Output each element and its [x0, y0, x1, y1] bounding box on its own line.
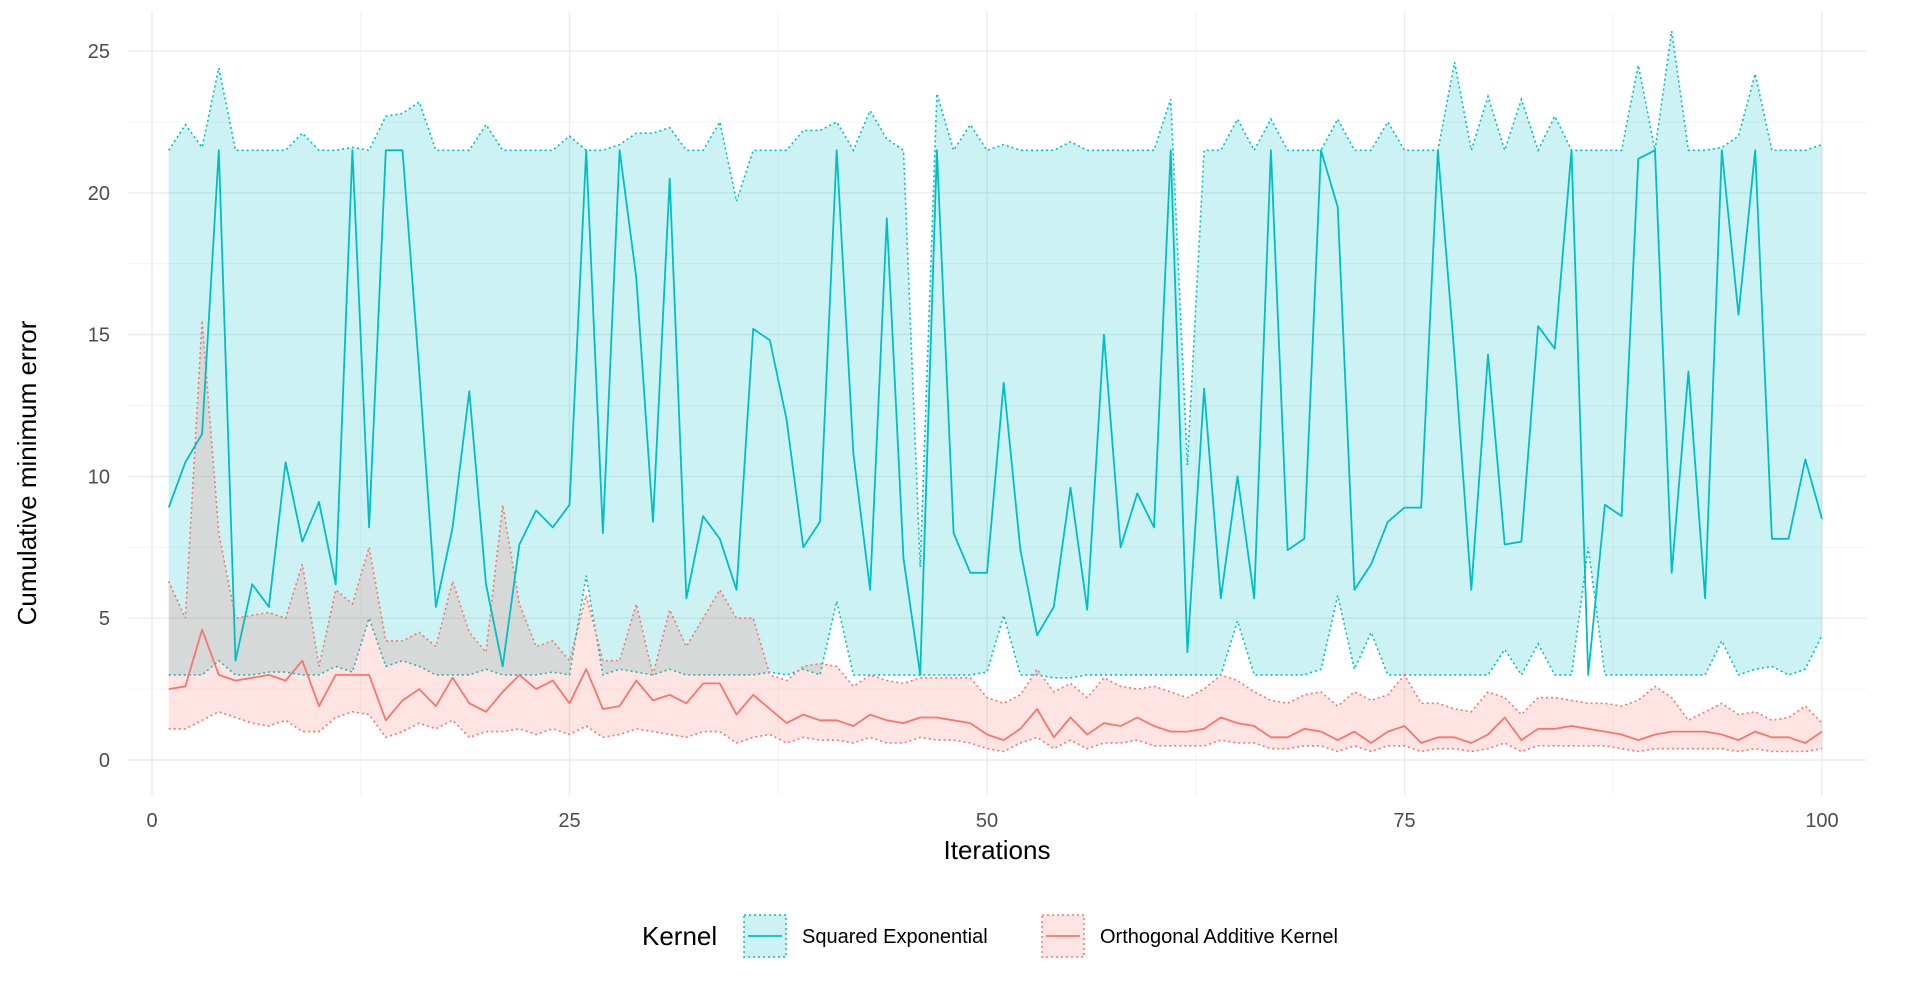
legend-label-orthogonal-additive: Orthogonal Additive Kernel	[1100, 926, 1338, 948]
legend-title: Kernel	[642, 921, 717, 951]
y-tick-label: 25	[88, 41, 110, 63]
y-tick-label: 10	[88, 466, 110, 488]
y-tick-label: 20	[88, 183, 110, 205]
x-tick-label: 50	[976, 810, 998, 832]
legend-key-orthogonal-additive	[1041, 914, 1085, 958]
line-orthogonal-additive	[168, 628, 1823, 744]
x-tick-label: 0	[146, 810, 157, 832]
y-axis-title: Cumulative minimum error	[12, 320, 42, 625]
line-squared-exponential	[167, 149, 1823, 676]
ribbons	[167, 30, 1823, 753]
x-tick-label: 75	[1393, 810, 1415, 832]
ribbon-orthogonal-additive	[168, 320, 1823, 752]
ribbon-squared-exponential	[168, 31, 1823, 678]
ribbon-upper-squared-exponential	[168, 30, 1823, 568]
x-axis-title: Iterations	[944, 835, 1051, 865]
legend-key-squared-exponential	[743, 914, 787, 958]
x-tick-label: 25	[558, 810, 580, 832]
grid	[128, 12, 1866, 795]
legend: Kernel Squared Exponential Orthogonal Ad…	[642, 914, 1338, 958]
x-tick-label: 100	[1805, 810, 1838, 832]
ribbon-upper-orthogonal-additive	[167, 320, 1823, 724]
y-tick-label: 5	[99, 608, 110, 630]
x-axis-ticks: 0 25 50 75 100	[146, 810, 1838, 832]
y-axis-ticks: 0 5 10 15 20 25	[88, 41, 110, 772]
y-tick-label: 0	[99, 750, 110, 772]
series-lines	[167, 149, 1823, 744]
y-tick-label: 15	[88, 325, 110, 347]
legend-label-squared-exponential: Squared Exponential	[802, 926, 988, 948]
